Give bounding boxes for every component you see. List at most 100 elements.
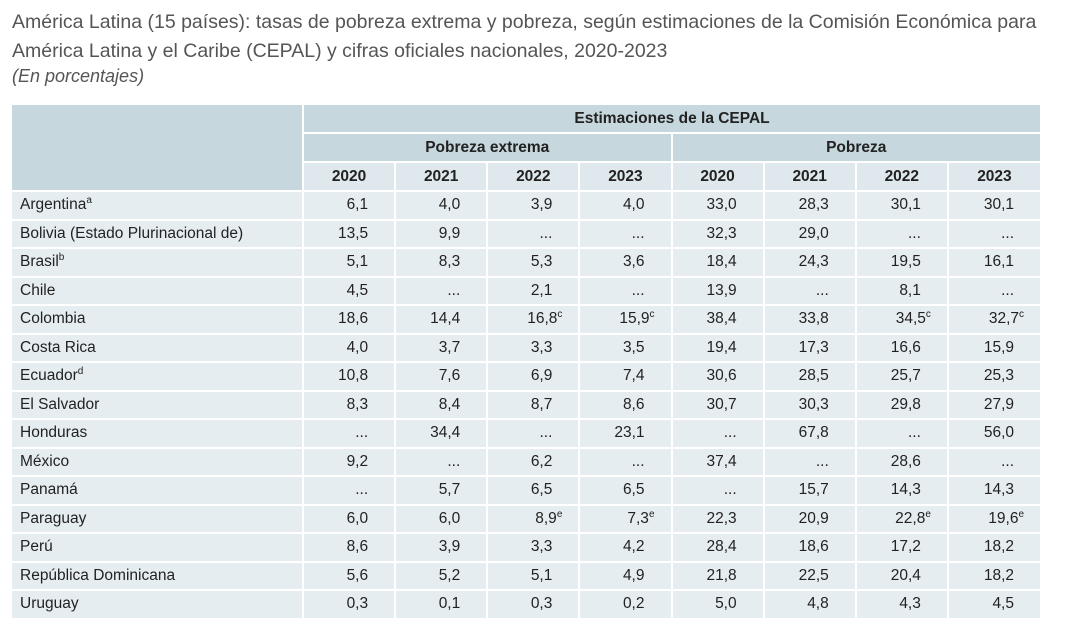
data-row: Bolivia (Estado Plurinacional de) 13,5 9,9… bbox=[12, 219, 1040, 249]
value-cell: ... bbox=[854, 419, 948, 449]
group-header: Pobreza bbox=[670, 133, 1040, 163]
value-cell: 34,4 bbox=[394, 419, 488, 449]
country-name: Paraguay bbox=[20, 509, 87, 527]
row-label: Colombia bbox=[12, 305, 303, 335]
footnote-mark: c bbox=[1019, 309, 1024, 321]
value-cell: ... bbox=[670, 476, 764, 506]
value-cell: 32,3 bbox=[670, 219, 764, 249]
country-name: Colombia bbox=[20, 310, 86, 328]
value-cell: 23,1 bbox=[578, 419, 672, 449]
value-cell: 8,9e bbox=[486, 504, 580, 534]
year-header: 2021 bbox=[762, 162, 856, 192]
footnote-mark: c bbox=[557, 309, 563, 321]
country-name: Panamá bbox=[20, 481, 78, 499]
cell-value: 22,8 bbox=[895, 509, 926, 527]
value-cell: 0,1 bbox=[394, 590, 488, 620]
value-cell: 28,6 bbox=[854, 447, 948, 477]
row-label: República Dominicana bbox=[12, 561, 303, 591]
row-label: Brasilb bbox=[12, 248, 303, 278]
subtitle: (En porcentajes) bbox=[12, 66, 145, 86]
data-row: Chile 4,5... 2,1... 13,9... 8,1... bbox=[12, 276, 1040, 306]
value-cell: 7,6 bbox=[394, 362, 488, 392]
header-row: Estimaciones de la CEPAL bbox=[12, 105, 1040, 192]
value-cell: ... bbox=[486, 219, 580, 249]
value-cell: 28,5 bbox=[762, 362, 856, 392]
value-cell: ... bbox=[486, 419, 580, 449]
value-cell: 67,8 bbox=[762, 419, 856, 449]
value-cell: 19,6e bbox=[946, 504, 1040, 534]
value-cell: 14,4 bbox=[394, 305, 488, 335]
value-cell: 4,2 bbox=[578, 533, 672, 563]
value-cell: 6,0 bbox=[301, 504, 396, 534]
value-cell: 27,9 bbox=[946, 390, 1040, 420]
top-header: Estimaciones de la CEPAL bbox=[302, 105, 1040, 134]
cell-value: 8,9 bbox=[535, 509, 557, 527]
data-row: Perú 8,6 3,9 3,3 4,2 28,4 18,6 17,2 18,2 bbox=[12, 533, 1040, 563]
year-header: 2022 bbox=[486, 162, 580, 192]
value-cell: 10,8 bbox=[301, 362, 396, 392]
value-cell: ... bbox=[946, 447, 1040, 477]
footnote-mark: c bbox=[649, 309, 655, 321]
value-cell: 4,0 bbox=[301, 333, 396, 363]
value-cell: 6,2 bbox=[486, 447, 580, 477]
value-cell: 15,9 bbox=[946, 333, 1040, 363]
value-cell: ... bbox=[301, 419, 396, 449]
year-header: 2021 bbox=[394, 162, 488, 192]
value-cell: 18,4 bbox=[670, 248, 764, 278]
value-cell: 16,6 bbox=[854, 333, 948, 363]
value-cell: 0,3 bbox=[486, 590, 580, 620]
value-cell: 30,1 bbox=[854, 191, 948, 221]
footnote-mark: a bbox=[86, 195, 92, 207]
value-cell: 9,9 bbox=[394, 219, 488, 249]
value-cell: 38,4 bbox=[670, 305, 764, 335]
value-cell: 15,9c bbox=[578, 305, 672, 335]
value-cell: 20,4 bbox=[854, 561, 948, 591]
value-cell: 30,3 bbox=[762, 390, 856, 420]
footnote-mark: c bbox=[925, 309, 931, 321]
value-cell: 3,5 bbox=[578, 333, 672, 363]
value-cell: ... bbox=[301, 476, 396, 506]
cell-value: 34,5 bbox=[895, 310, 926, 328]
value-cell: 8,3 bbox=[394, 248, 488, 278]
value-cell: 5,1 bbox=[301, 248, 396, 278]
value-cell: 3,9 bbox=[486, 191, 580, 221]
data-row: Colombia 18,6 14,4 16,8c 15,9c 38,4 33,8 34,5c 3… bbox=[12, 305, 1040, 335]
value-cell: 7,4 bbox=[578, 362, 672, 392]
value-cell: 25,7 bbox=[854, 362, 948, 392]
country-name: Brasil bbox=[20, 253, 59, 271]
value-cell: 0,3 bbox=[301, 590, 396, 620]
data-row: Brasilb 5,1 8,3 5,3 3,6 18,4 24,3 19,5 16,1 bbox=[12, 248, 1040, 278]
value-cell: 56,0 bbox=[946, 419, 1040, 449]
value-cell: 6,5 bbox=[578, 476, 672, 506]
data-row: República Dominicana 5,6 5,2 5,1 4,9 21,8 22,5… bbox=[12, 561, 1040, 591]
value-cell: 33,8 bbox=[762, 305, 856, 335]
value-cell: 22,3 bbox=[670, 504, 764, 534]
value-cell: 29,0 bbox=[762, 219, 856, 249]
value-cell: 4,0 bbox=[578, 191, 672, 221]
value-cell: 8,1 bbox=[854, 276, 948, 306]
value-cell: 30,7 bbox=[670, 390, 764, 420]
country-name: Chile bbox=[20, 281, 56, 299]
country-name: Perú bbox=[20, 538, 53, 556]
year-header: 2023 bbox=[578, 162, 672, 192]
value-cell: 32,7c bbox=[946, 305, 1040, 335]
value-cell: 6,9 bbox=[486, 362, 580, 392]
row-label: Costa Rica bbox=[12, 333, 303, 363]
value-cell: ... bbox=[946, 219, 1040, 249]
value-cell: 8,6 bbox=[301, 533, 396, 563]
value-cell: 4,5 bbox=[946, 590, 1040, 620]
value-cell: 37,4 bbox=[670, 447, 764, 477]
value-cell: 4,5 bbox=[301, 276, 396, 306]
value-cell: 19,4 bbox=[670, 333, 764, 363]
cell-value: 32,7 bbox=[988, 310, 1019, 328]
value-cell: 18,2 bbox=[946, 561, 1040, 591]
data-row: Costa Rica 4,0 3,7 3,3 3,5 19,4 17,3 16,6 15,9 bbox=[12, 333, 1040, 363]
year-header: 2023 bbox=[946, 162, 1040, 192]
title: América Latina (15 países): tasas de pob… bbox=[12, 11, 1037, 62]
value-cell: 16,1 bbox=[946, 248, 1040, 278]
value-cell: ... bbox=[854, 219, 948, 249]
value-cell: 6,1 bbox=[301, 191, 396, 221]
value-cell: 3,3 bbox=[486, 333, 580, 363]
value-cell: ... bbox=[394, 276, 488, 306]
